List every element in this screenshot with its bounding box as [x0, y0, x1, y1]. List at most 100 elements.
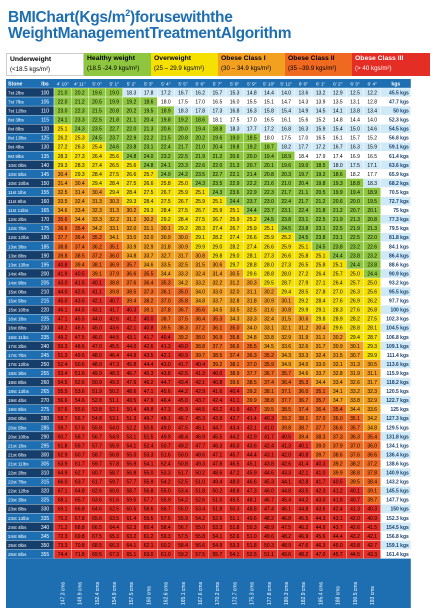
stone-label: 13st 8lbs — [8, 253, 27, 258]
bmi-value: 39.7 — [367, 498, 377, 504]
bmi-value: 18.0 — [333, 163, 343, 169]
bmi-value: 35.4 — [75, 226, 85, 232]
height-cm-label: 175.3 cms — [250, 581, 256, 605]
header-stone: Stone — [8, 82, 23, 88]
bmi-value: 38.5 — [213, 353, 223, 359]
bmi-value: 33.7 — [213, 299, 223, 305]
bmi-value: 60.7 — [75, 452, 85, 458]
bmi-value: 12.9 — [333, 90, 343, 96]
bmi-value: 37.0 — [350, 443, 360, 449]
bmi-value: 21.5 — [161, 136, 171, 142]
stone-label: 23st 3lbs — [8, 498, 27, 503]
bmi-value: 40.3 — [316, 461, 326, 467]
lbs-label: 240 — [41, 344, 50, 350]
bmi-value: 24.1 — [161, 163, 171, 169]
bmi-value: 42.6 — [109, 317, 119, 323]
bmi-value: 43.4 — [230, 425, 240, 431]
bmi-value: 31.5 — [281, 317, 291, 323]
bmi-value: 55.0 — [127, 452, 137, 458]
bmi-value: 48.1 — [247, 498, 257, 504]
bmi-value: 27.1 — [316, 280, 326, 286]
bmi-value: 30.3 — [109, 199, 119, 205]
bmi-value: 24.1 — [58, 118, 68, 124]
stone-label: 15st 0lbs — [8, 290, 27, 295]
bmi-value: 27.4 — [247, 244, 257, 250]
bmi-value: 41.9 — [58, 271, 68, 277]
bmi-value: 18.0 — [264, 136, 274, 142]
bmi-value: 30.9 — [161, 235, 171, 241]
bmi-value: 57.5 — [195, 552, 205, 558]
bmi-value: 20.8 — [367, 217, 377, 223]
bmi-value: 26.3 — [350, 290, 360, 296]
bmi-value: 45.3 — [195, 416, 205, 422]
chart-title: BMIChart(Kgs/m2)forusewiththe WeightMana… — [8, 5, 433, 42]
bmi-value: 56.7 — [178, 525, 188, 531]
stone-label: 25st 0lbs — [8, 543, 27, 548]
bmi-value: 47.9 — [144, 398, 154, 404]
bmi-value: 28.4 — [127, 190, 137, 196]
bmi-value: 40.9 — [178, 353, 188, 359]
bmi-value: 32.2 — [109, 217, 119, 223]
bmi-value: 43.5 — [299, 489, 309, 495]
bmi-value: 62.7 — [75, 471, 85, 477]
bmi-value: 59.7 — [92, 461, 102, 467]
bmi-value: 33.3 — [247, 317, 257, 323]
bmi-value: 37.4 — [75, 244, 85, 250]
bmi-value: 54.9 — [213, 543, 223, 549]
bmi-value: 55.9 — [109, 443, 119, 449]
bmi-value: 33.2 — [195, 280, 205, 286]
height-ft-label: 5' 4" — [161, 82, 171, 88]
stone-label: 23st 13lbs — [8, 516, 30, 521]
bmi-value: 20.4 — [144, 118, 154, 124]
bmi-value: 29.4 — [281, 290, 291, 296]
bmi-value: 27.2 — [58, 145, 68, 151]
bmi-value: 57.7 — [127, 480, 137, 486]
bmi-value: 39.0 — [316, 443, 326, 449]
bmi-value: 52.6 — [230, 534, 240, 540]
bmi-value: 33.1 — [109, 226, 119, 232]
bmi-value: 52.5 — [178, 480, 188, 486]
bmi-value: 18.3 — [230, 127, 240, 133]
bmi-value: 53.3 — [144, 452, 154, 458]
bmi-value: 30.3 — [247, 280, 257, 286]
bmi-value: 37.7 — [316, 425, 326, 431]
bmi-value: 63.7 — [75, 480, 85, 486]
bmi-value: 41.8 — [333, 498, 343, 504]
bmi-value: 54.5 — [58, 380, 68, 386]
bmi-value: 45.8 — [127, 362, 137, 368]
bmi-value: 20.2 — [195, 136, 205, 142]
bmi-value: 26.4 — [333, 280, 343, 286]
bmi-value: 36.0 — [367, 443, 377, 449]
bmi-value: 49.2 — [58, 335, 68, 341]
bmi-value: 18.2 — [350, 172, 360, 178]
bmi-value: 17.8 — [195, 109, 205, 115]
bmi-value: 44.5 — [350, 552, 360, 558]
bmi-value: 28.4 — [161, 208, 171, 214]
lbs-label: 295 — [41, 443, 50, 449]
bmi-value: 25.1 — [264, 226, 274, 232]
bmi-value: 18.0 — [161, 99, 171, 105]
bmi-value: 71.2 — [58, 525, 68, 531]
bmi-value: 27.3 — [281, 262, 291, 268]
bmi-value: 19.6 — [92, 90, 102, 96]
bmi-value: 25.1 — [58, 127, 68, 133]
bmi-value: 70.2 — [58, 516, 68, 522]
bmi-value: 48.6 — [213, 471, 223, 477]
bmi-value: 18.5 — [247, 136, 257, 142]
bmi-value: 69.1 — [58, 507, 68, 513]
height-ft-label: 5' 11" — [280, 82, 292, 88]
bmi-value: 53.3 — [161, 471, 171, 477]
bmi-value: 34.8 — [195, 299, 205, 305]
kgs-label: 129.5 kgs — [386, 425, 409, 431]
bmi-value: 17.2 — [316, 145, 326, 151]
bmi-value: 40.1 — [299, 443, 309, 449]
bmi-value: 52.2 — [127, 425, 137, 431]
bmi-value: 36.1 — [161, 290, 171, 296]
bmi-value: 32.9 — [281, 335, 291, 341]
bmi-value: 30.7 — [350, 353, 360, 359]
bmi-value: 66.0 — [58, 480, 68, 486]
bmi-value: 17.8 — [144, 90, 154, 96]
bmi-value: 20.8 — [109, 109, 119, 115]
stone-label: 24st 4lbs — [8, 525, 27, 530]
bmi-value: 18.3 — [178, 109, 188, 115]
